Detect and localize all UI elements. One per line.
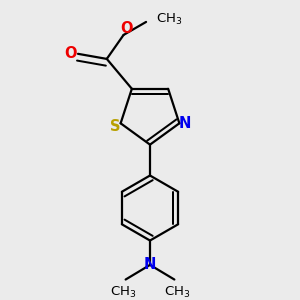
- Text: O: O: [64, 46, 77, 61]
- Text: O: O: [121, 21, 133, 36]
- Text: CH$_3$: CH$_3$: [110, 285, 136, 300]
- Text: S: S: [110, 119, 120, 134]
- Text: CH$_3$: CH$_3$: [164, 285, 190, 300]
- Text: N: N: [144, 257, 156, 272]
- Text: CH$_3$: CH$_3$: [156, 12, 182, 27]
- Text: N: N: [179, 116, 191, 131]
